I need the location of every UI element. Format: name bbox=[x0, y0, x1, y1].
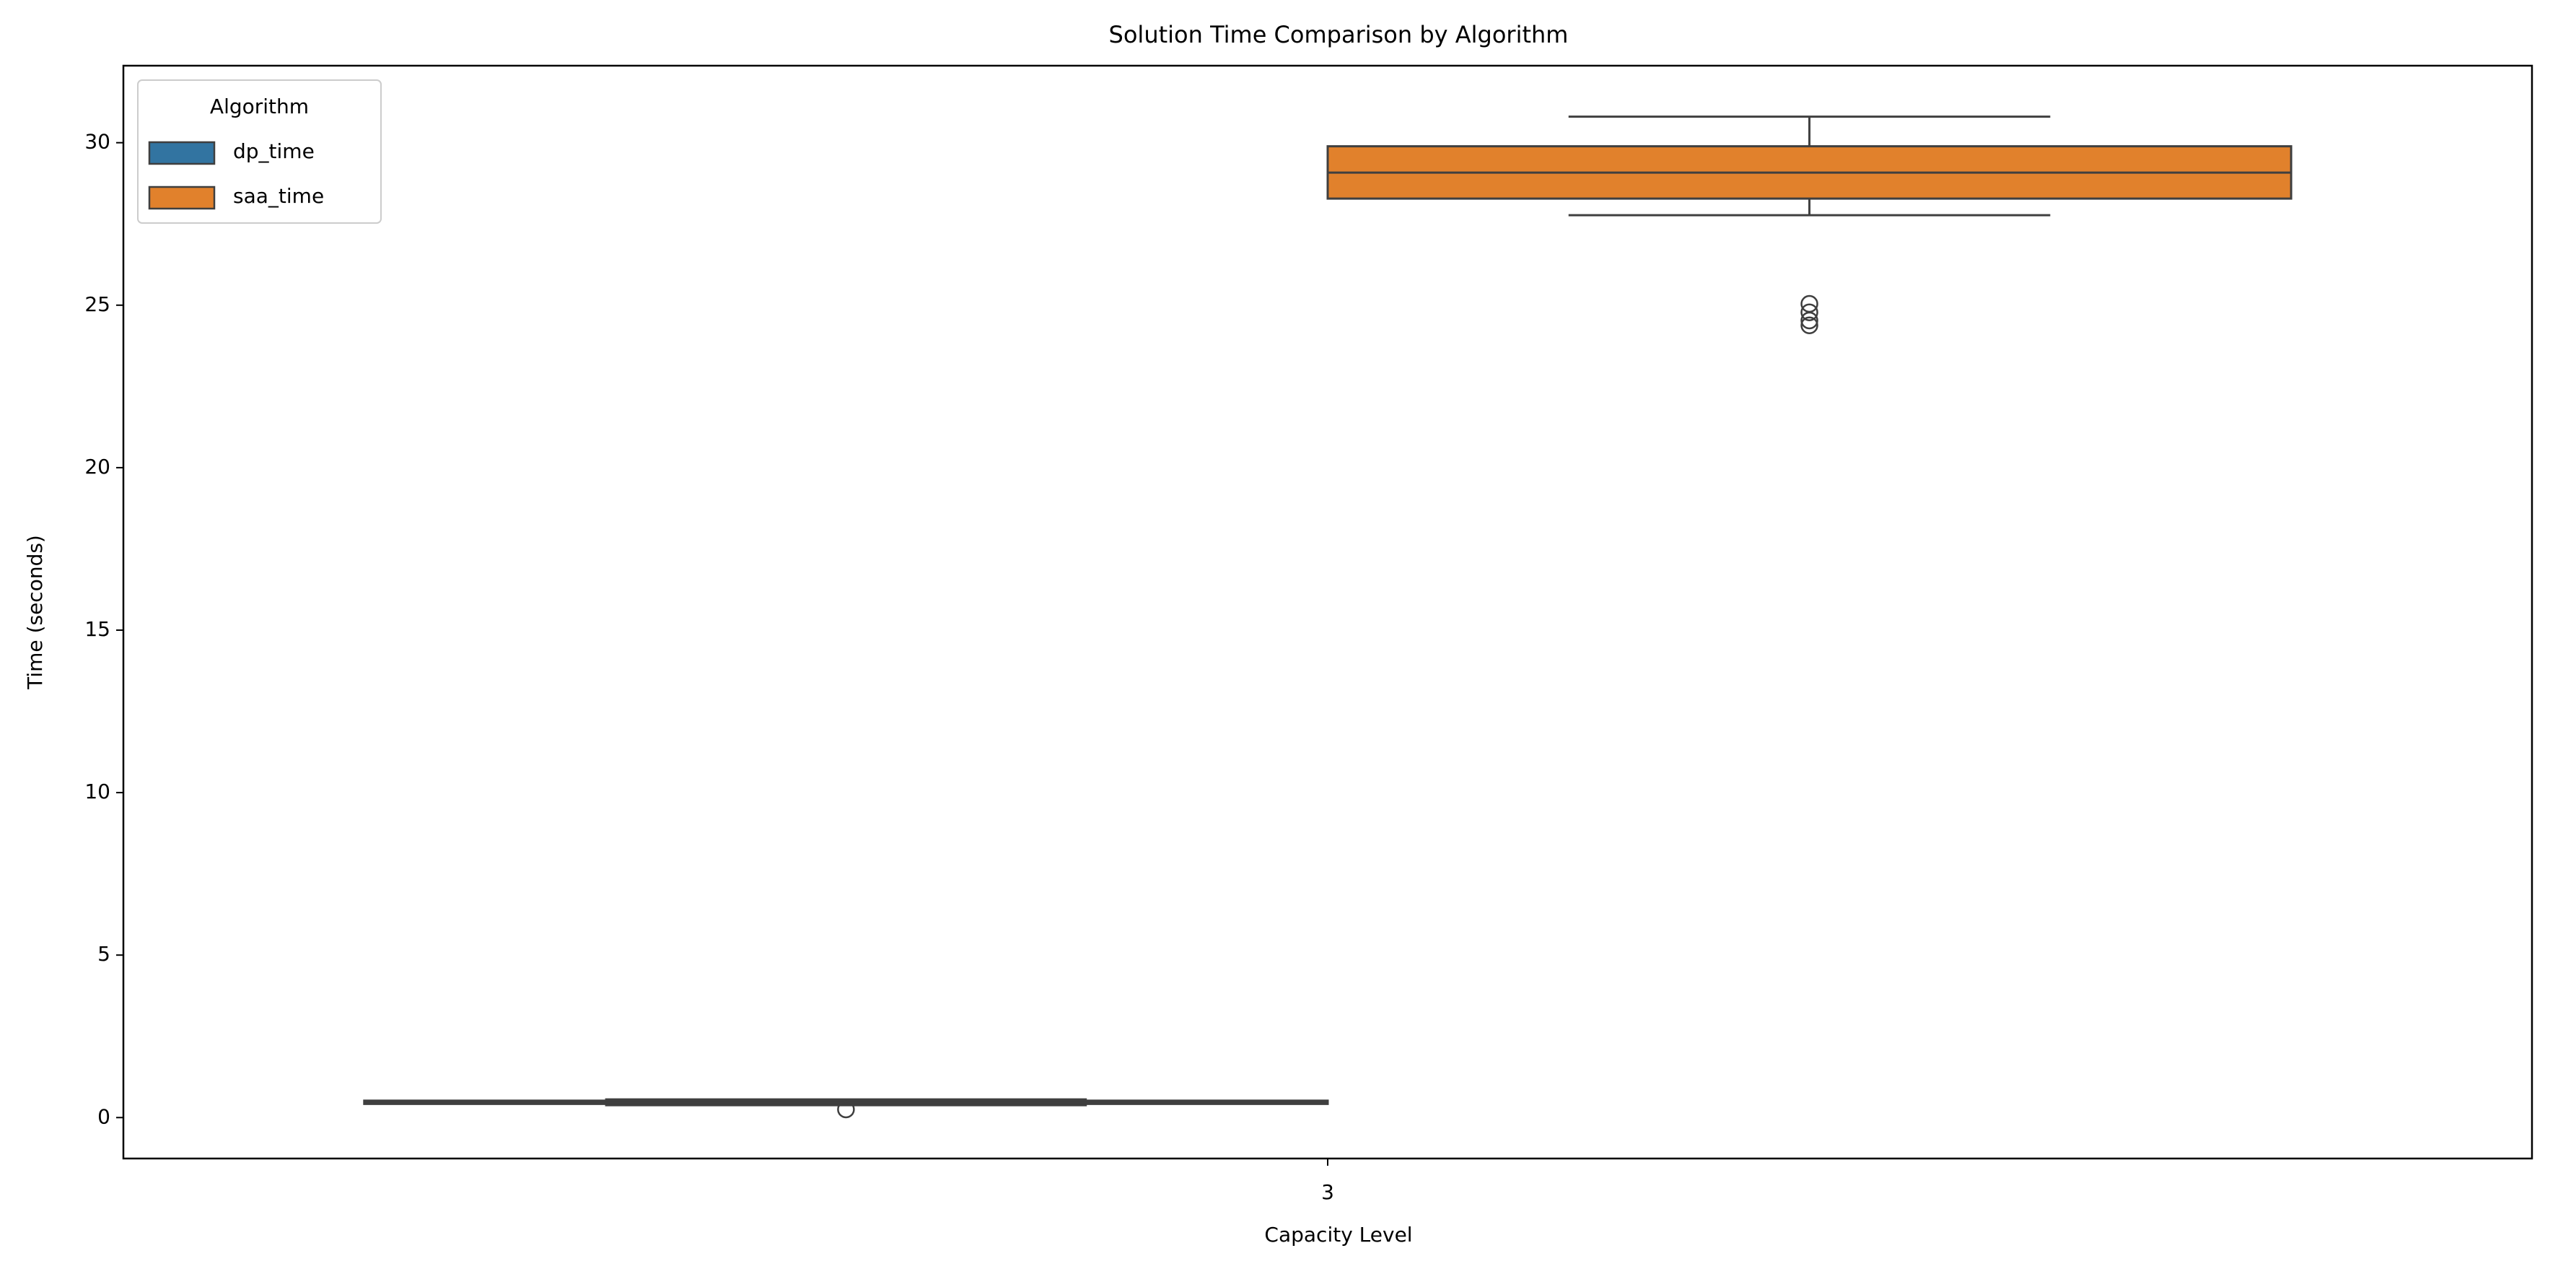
y-tick-label: 20 bbox=[84, 455, 110, 479]
y-tick-label: 15 bbox=[84, 617, 110, 641]
y-tick-label: 30 bbox=[84, 130, 110, 154]
outlier bbox=[1800, 316, 1818, 334]
legend-label: dp_time bbox=[233, 139, 315, 163]
chart-title: Solution Time Comparison by Algorithm bbox=[1109, 21, 1569, 48]
x-tick-label: 3 bbox=[1321, 1180, 1334, 1204]
y-tick-label: 5 bbox=[97, 942, 110, 966]
y-tick-label: 10 bbox=[84, 780, 110, 803]
plot-frame bbox=[122, 64, 2533, 1160]
y-tick-label: 0 bbox=[97, 1104, 110, 1128]
legend-swatch bbox=[148, 141, 216, 165]
outlier bbox=[837, 1100, 855, 1119]
outlier bbox=[1800, 303, 1818, 321]
legend-label: saa_time bbox=[233, 184, 324, 208]
legend-swatch bbox=[148, 186, 216, 210]
y-tick-label: 25 bbox=[84, 292, 110, 316]
y-axis-label: Time (seconds) bbox=[23, 535, 47, 690]
x-axis-label: Capacity Level bbox=[1264, 1223, 1412, 1247]
outlier bbox=[1800, 311, 1818, 330]
legend-title: Algorithm bbox=[210, 95, 309, 118]
